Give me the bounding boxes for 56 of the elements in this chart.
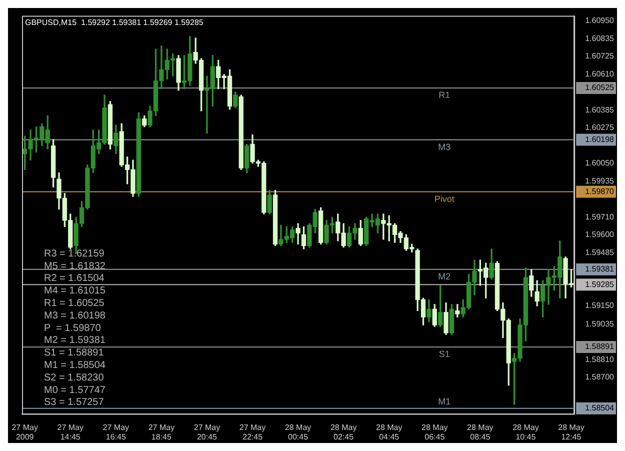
y-tick-label: 1.60525 — [585, 83, 615, 92]
annotation: M4 = 1.61015 — [44, 286, 106, 297]
annotation: M5 = 1.61832 — [44, 260, 106, 272]
ref-line-label: Pivot — [434, 194, 455, 204]
x-tick-label: 28 May 00:45 — [284, 422, 312, 442]
ref-line-label: M1 — [438, 396, 451, 406]
y-tick-label: 1.59600 — [585, 230, 615, 239]
x-tick-label: 27 May 22:45 — [239, 422, 266, 442]
y-tick-label: 1.60950 — [585, 16, 615, 25]
ref-line-label: M3 — [438, 142, 451, 152]
y-tick-label: 1.60198 — [585, 135, 615, 144]
annotation: R3 = 1.62159 — [44, 248, 105, 260]
y-tick-label: 1.60050 — [585, 158, 615, 168]
x-tick-label: 28 May 02:45 — [330, 422, 357, 442]
y-tick-label: 1.60385 — [585, 105, 615, 114]
y-tick-label: 1.60835 — [585, 34, 615, 43]
ref-line-label: R1 — [438, 90, 450, 100]
annotation: M2 = 1.59381 — [44, 335, 106, 346]
y-tick-label: 1.60725 — [585, 51, 615, 60]
y-tick-label: 1.60610 — [585, 70, 615, 79]
annotation: R1 = 1.60525 — [44, 298, 105, 309]
y-tick-label: 1.59870 — [585, 187, 615, 196]
annotation: M1 = 1.58504 — [44, 360, 106, 371]
annotation: R2 = 1.61504 — [44, 273, 105, 284]
y-tick-label: 1.58504 — [585, 404, 615, 413]
annotation: S1 = 1.58891 — [44, 348, 104, 359]
y-tick-label: 1.58810 — [585, 355, 615, 364]
annotation: S3 = 1.57257 — [44, 397, 104, 408]
ref-line-label: S1 — [438, 349, 450, 360]
x-tick-label: 28 May 10:45 — [512, 422, 539, 442]
annotation: P = 1.59870 — [44, 322, 102, 334]
x-tick-label: 27 May 14:45 — [57, 422, 84, 442]
y-tick-label: 1.59485 — [585, 248, 615, 258]
y-tick-label: 1.59935 — [585, 176, 615, 186]
chart-title: GBPUSD,M15 1.59292 1.59381 1.59269 1.59285 — [25, 18, 204, 28]
x-tick-label: 28 May 06:45 — [422, 422, 448, 442]
y-tick-label: 1.59710 — [585, 212, 615, 222]
x-tick-label: 27 May 2009 — [12, 422, 38, 442]
ref-line-label: M2 — [438, 271, 451, 282]
y-tick-label: 1.59285 — [585, 280, 615, 289]
x-tick-label: 27 May 20:45 — [194, 422, 220, 442]
x-tick-label: 28 May 12:45 — [558, 422, 584, 442]
y-tick-label: 1.59381 — [585, 264, 615, 274]
y-tick-label: 1.58700 — [585, 372, 615, 382]
candlestick — [296, 223, 300, 244]
y-tick-label: 1.59150 — [585, 301, 615, 310]
y-tick-label: 1.59035 — [585, 319, 615, 328]
annotation: S2 = 1.58230 — [44, 372, 104, 384]
annotation: M0 = 1.57747 — [44, 384, 106, 396]
x-tick-label: 28 May 04:45 — [376, 422, 402, 442]
y-tick-label: 1.58891 — [585, 342, 615, 352]
x-tick-label: 27 May 18:45 — [148, 422, 175, 442]
x-tick-label: 28 May 08:45 — [467, 422, 494, 442]
x-tick-label: 27 May 16:45 — [102, 422, 130, 442]
y-tick-label: 1.60275 — [585, 122, 615, 132]
annotation: M3 = 1.60198 — [44, 310, 106, 322]
